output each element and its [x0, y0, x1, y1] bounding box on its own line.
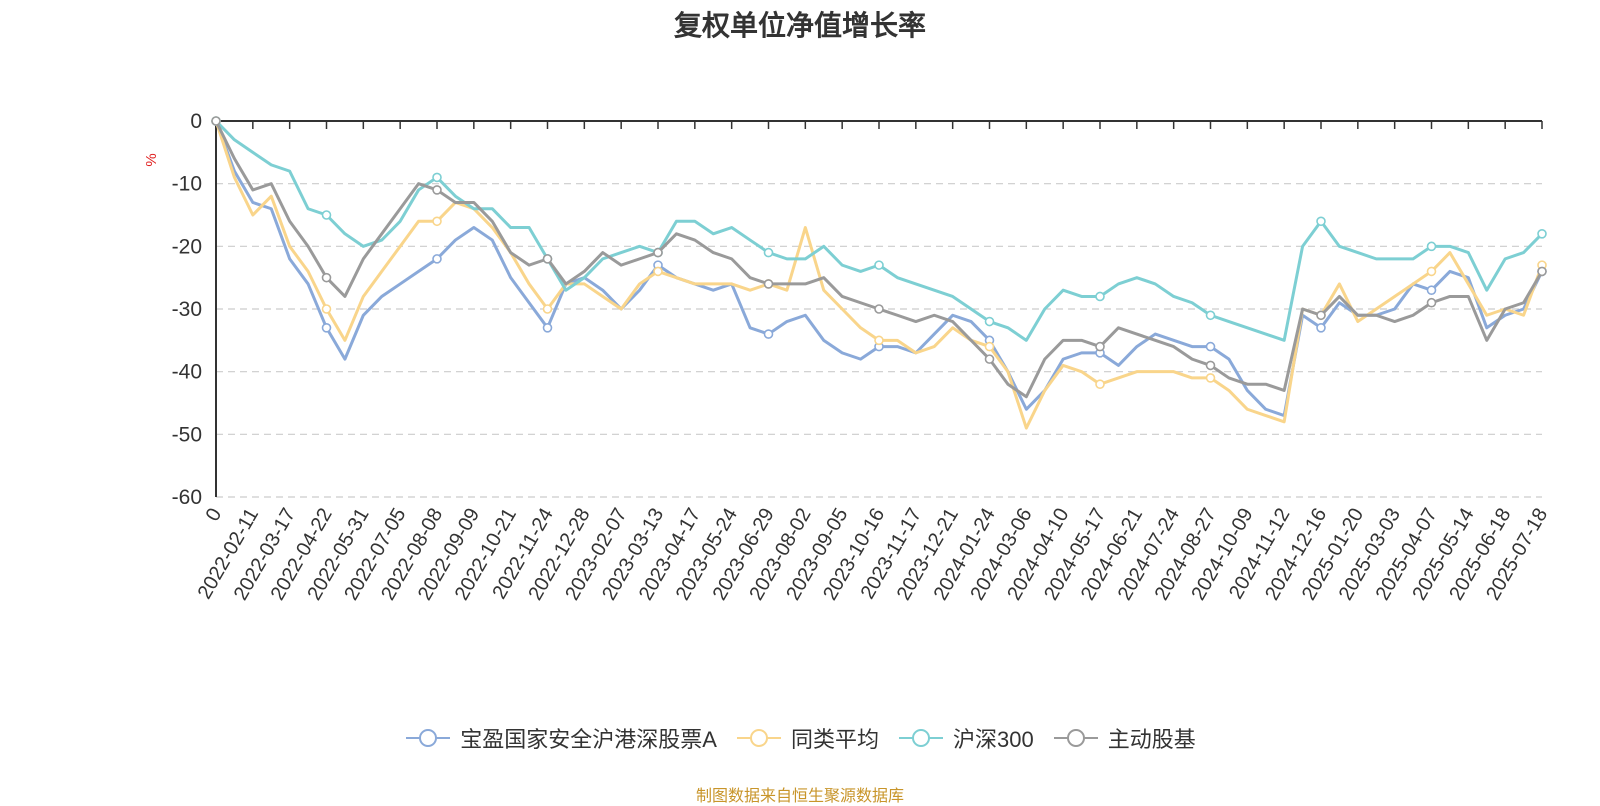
legend-swatch — [898, 729, 943, 747]
series-point-1 — [653, 266, 663, 277]
series-point-3 — [653, 247, 663, 258]
y-tick-label: -40 — [172, 361, 202, 384]
series-point-0 — [763, 329, 774, 339]
series-point-1 — [1095, 379, 1105, 390]
series-point-3 — [1095, 341, 1105, 352]
series-point-1 — [1205, 373, 1216, 383]
series-point-0 — [1205, 341, 1216, 352]
series-point-2 — [432, 172, 442, 183]
legend-label: 主动股基 — [1107, 727, 1196, 752]
series-point-0 — [542, 322, 553, 333]
source-note: 制图数据来自恒生聚源数据库 — [695, 788, 904, 805]
legend-swatch-marker — [419, 729, 438, 747]
chart-title: 复权单位净值增长率 — [673, 10, 926, 41]
legend-swatch-marker — [911, 729, 930, 747]
series-line-3 — [214, 120, 1544, 399]
series-point-0 — [1426, 285, 1437, 296]
y-tick-label: -30 — [172, 298, 202, 321]
series-point-2 — [1205, 310, 1216, 321]
series-point-2 — [763, 247, 774, 258]
series-point-1 — [1426, 266, 1437, 277]
series-point-2 — [1537, 229, 1547, 239]
series-lines — [211, 116, 1547, 430]
series-point-2 — [1316, 216, 1326, 227]
y-tick-label: -10 — [172, 173, 202, 196]
y-tick-label: -60 — [172, 486, 202, 509]
series-point-1 — [984, 341, 995, 352]
series-point-2 — [1426, 241, 1437, 252]
series-point-1 — [432, 216, 442, 227]
series-point-2 — [984, 316, 995, 327]
series-point-0 — [321, 322, 332, 333]
series-point-3 — [321, 272, 332, 283]
series-point-1 — [874, 335, 884, 346]
y-tick-label: -50 — [172, 423, 202, 446]
legend-item-3[interactable]: 主动股基 — [1052, 722, 1196, 754]
series-point-3 — [1316, 310, 1326, 321]
series-point-3 — [763, 279, 774, 289]
x-tick-label: 0 — [202, 505, 227, 526]
series-point-3 — [542, 254, 553, 264]
legend-label: 沪深300 — [952, 727, 1034, 752]
legend-swatch — [736, 729, 781, 747]
y-axis-label: % — [143, 153, 160, 166]
legend-item-2[interactable]: 沪深300 — [897, 722, 1034, 754]
legend-item-0[interactable]: 宝盈国家安全沪港深股票A — [404, 722, 717, 754]
y-tick-label: 0 — [190, 110, 202, 133]
legend-swatch-marker — [1066, 729, 1085, 747]
series-point-3 — [211, 116, 221, 126]
series-point-2 — [874, 260, 884, 270]
legend-label: 宝盈国家安全沪港深股票A — [460, 727, 717, 752]
series-point-3 — [1426, 297, 1437, 308]
legend-swatch — [1053, 729, 1098, 747]
series-point-1 — [542, 304, 553, 314]
legend-swatch — [406, 729, 451, 747]
series-point-3 — [432, 185, 442, 195]
series-point-0 — [432, 254, 442, 264]
legend-swatch-marker — [749, 729, 768, 747]
series-point-3 — [874, 304, 884, 314]
series-point-3 — [1537, 266, 1547, 277]
legend-item-1[interactable]: 同类平均 — [735, 722, 879, 754]
y-tick-label: -20 — [172, 235, 202, 258]
series-point-0 — [1316, 322, 1326, 333]
series-point-1 — [321, 304, 332, 314]
series-point-2 — [321, 210, 332, 220]
series-point-2 — [1095, 291, 1105, 302]
legend: 宝盈国家安全沪港深股票A 同类平均 沪深300 主动股基 — [0, 722, 1600, 754]
series-point-3 — [1205, 360, 1216, 371]
legend-label: 同类平均 — [790, 727, 879, 752]
series-point-3 — [984, 354, 995, 364]
